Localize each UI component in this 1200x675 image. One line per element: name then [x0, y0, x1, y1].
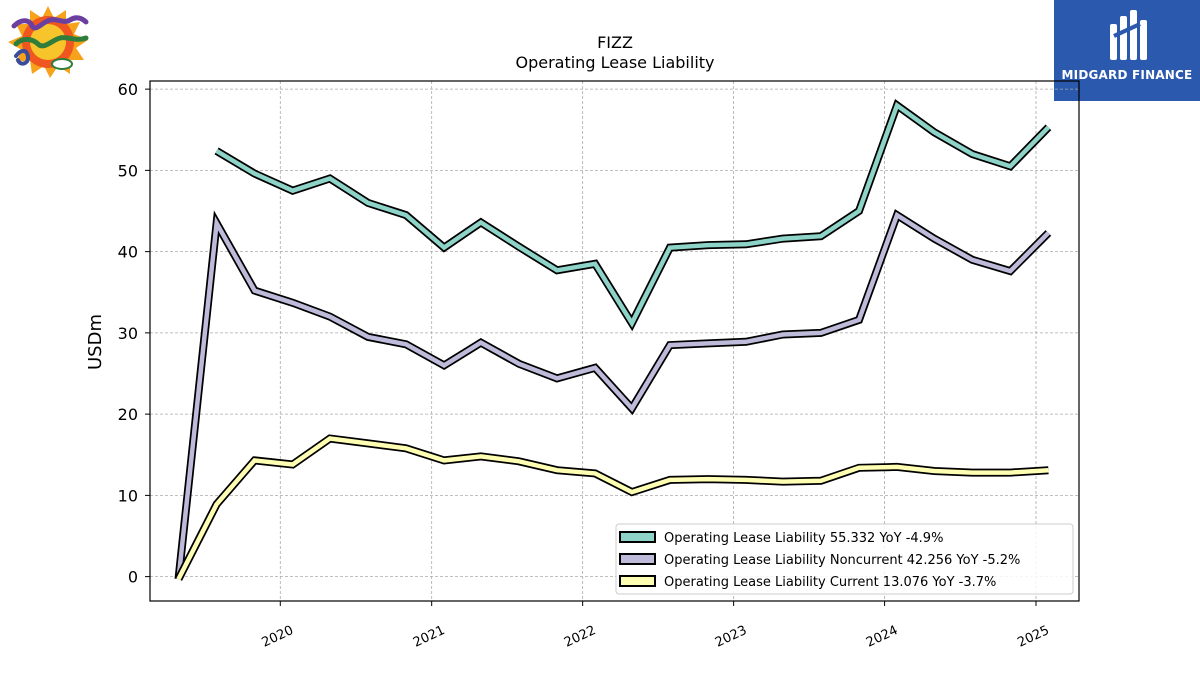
x-tick-label: 2025	[1015, 623, 1051, 651]
legend: Operating Lease Liability 55.332 YoY -4.…	[615, 523, 1074, 595]
legend-box	[615, 523, 1074, 595]
series-line	[176, 436, 1049, 581]
midgard-emblem-icon	[1110, 10, 1147, 60]
y-axis-label: USDm	[85, 314, 106, 370]
legend-swatch	[619, 531, 656, 543]
x-tick-label: 2024	[864, 623, 900, 651]
plot-area	[149, 80, 1080, 602]
legend-swatch	[619, 553, 656, 565]
y-axis: 0 10 20 30 40 50 60	[118, 80, 150, 587]
legend-label: Operating Lease Liability Noncurrent 42.…	[664, 553, 1020, 568]
series-lines	[174, 99, 1052, 581]
y-tick-label: 40	[118, 243, 138, 262]
publisher-logo: MIDGARD FINANCE	[1054, 0, 1200, 101]
y-tick-label: 0	[128, 568, 138, 587]
x-tick-label: 2023	[713, 623, 749, 651]
publisher-name: MIDGARD FINANCE	[1061, 68, 1193, 82]
x-tick-label: 2022	[562, 623, 598, 651]
chart-title: FIZZ	[597, 33, 633, 52]
company-logo-script	[11, 15, 89, 70]
y-tick-label: 10	[118, 486, 138, 505]
series-line	[215, 101, 1051, 328]
grid	[150, 81, 1079, 601]
series-line	[176, 211, 1050, 580]
legend-swatch	[619, 575, 656, 587]
y-tick-label: 60	[118, 80, 138, 99]
x-axis: 2020 2021 2022 2023 2024 2025	[260, 601, 1052, 651]
legend-label: Operating Lease Liability 55.332 YoY -4.…	[664, 531, 943, 546]
y-tick-label: 50	[118, 161, 138, 180]
y-tick-label: 30	[118, 324, 138, 343]
series-line-outline	[214, 99, 1052, 332]
chart-subtitle: Operating Lease Liability	[515, 53, 714, 72]
x-tick-label: 2020	[260, 623, 296, 651]
legend-label: Operating Lease Liability Current 13.076…	[664, 575, 996, 590]
company-logo	[4, 4, 92, 80]
x-tick-label: 2021	[411, 623, 447, 651]
y-tick-label: 20	[118, 405, 138, 424]
